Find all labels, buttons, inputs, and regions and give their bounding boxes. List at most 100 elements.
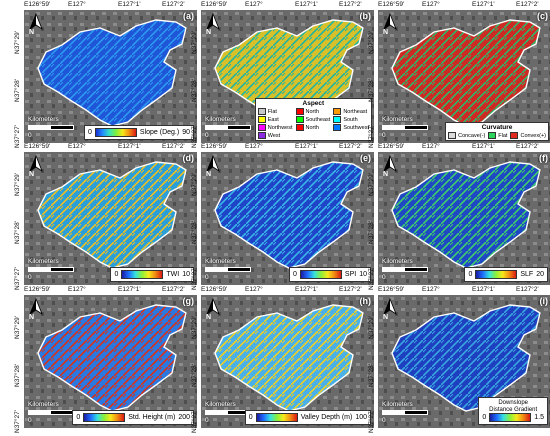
legend-title: Curvature [481, 124, 513, 131]
scale-unit: Kilometers [382, 401, 413, 408]
north-arrow-icon: N [204, 297, 222, 321]
colorbar-legend: 0 SPI 10 [289, 267, 371, 282]
colorbar-max: 200 [178, 414, 190, 421]
panel-label: (i) [539, 296, 549, 306]
study-area [37, 161, 187, 269]
legend-item: Concave(-) [448, 132, 485, 139]
latitude-label: N37°29' [191, 316, 198, 339]
legend-label: Convex(+) [520, 132, 546, 139]
legend-swatch [333, 116, 342, 123]
longitude-label: E127°2' [162, 286, 185, 293]
scale-zero: 0 [28, 417, 32, 424]
scale-unit: Kilometers [28, 258, 59, 265]
scale-unit: Kilometers [205, 258, 236, 265]
legend-swatch [488, 132, 497, 139]
scale-bar: Kilometers 0 [382, 401, 432, 424]
longitude-label: E127°2' [516, 286, 539, 293]
legend-item: Flat [488, 132, 507, 139]
legend-item: Northeast [333, 108, 369, 115]
colorbar-gradient [299, 270, 342, 279]
svg-text:N: N [383, 29, 388, 35]
legend-label: Northeast [343, 108, 368, 115]
longitude-label: E127°1' [295, 286, 318, 293]
legend-label: Flat [498, 132, 508, 139]
satellite-basemap [201, 295, 374, 428]
scale-bar: Kilometers 0 [205, 258, 255, 281]
study-area [214, 161, 364, 269]
longitude-label: E127° [422, 286, 440, 293]
svg-text:N: N [206, 29, 211, 35]
map-panel-b: N (b) Kilometers 0 Aspect Flat North Northeast E… [201, 10, 374, 143]
scale-zero: 0 [205, 274, 209, 281]
colorbar-max: 90 [182, 129, 190, 136]
scale-bar-graphic [382, 125, 428, 130]
colorbar-max: 10 [359, 271, 367, 278]
scale-bar-graphic [28, 410, 74, 415]
satellite-basemap [24, 10, 197, 143]
study-area [391, 19, 541, 127]
colorbar-title: Slope (Deg.) [139, 129, 180, 136]
longitude-label: E127° [245, 143, 263, 150]
longitude-label: E127°2' [162, 1, 185, 8]
longitude-label: E126°59' [24, 286, 51, 293]
scale-unit: Kilometers [382, 258, 413, 265]
colorbar-min: 0 [88, 129, 92, 136]
latitude-label: N37°29' [14, 173, 21, 196]
colorbar-max: 1.5 [534, 414, 544, 421]
scale-zero: 0 [205, 132, 209, 139]
colorbar-legend: 0 Std. Height (m) 200 [72, 410, 194, 425]
svg-text:N: N [29, 171, 34, 177]
colorbar-max: 10 [182, 271, 190, 278]
latitude-label: N37°28' [368, 79, 375, 102]
longitude-label: E127° [245, 286, 263, 293]
legend-swatch [295, 108, 304, 115]
legend-swatch [448, 132, 457, 139]
latitude-label: N37°27' [191, 410, 198, 433]
svg-text:N: N [29, 29, 34, 35]
satellite-basemap [201, 10, 374, 143]
latitude-label: N37°27' [368, 125, 375, 148]
latitude-label: N37°28' [191, 221, 198, 244]
longitude-label: E127°2' [516, 143, 539, 150]
scale-bar-graphic [28, 267, 74, 272]
legend-item: Flat [257, 108, 293, 115]
scale-bar-graphic [382, 410, 428, 415]
north-arrow-icon: N [381, 154, 399, 178]
map-panel-d: N (d) Kilometers 0 0 TWI 10 [24, 152, 197, 285]
longitude-label: E126°59' [201, 286, 228, 293]
latitude-label: N37°27' [368, 410, 375, 433]
satellite-basemap [24, 152, 197, 285]
colorbar-title: Valley Depth (m) [300, 414, 353, 421]
scale-bar-graphic [28, 125, 74, 130]
panel-label: (b) [359, 11, 372, 21]
panel-label: (c) [537, 11, 548, 21]
aspect-legend: Aspect Flat North Northeast East Southeast Sou… [254, 98, 372, 141]
legend-item: North [295, 124, 331, 131]
longitude-label: E127°2' [339, 286, 362, 293]
colorbar-legend: 0 Slope (Deg.) 90 [84, 125, 194, 140]
scale-zero: 0 [205, 417, 209, 424]
satellite-basemap [201, 152, 374, 285]
north-arrow-icon: N [27, 12, 45, 36]
map-panel-e: N (e) Kilometers 0 0 SPI 10 [201, 152, 374, 285]
colorbar-min: 0 [482, 414, 487, 421]
colorbar-gradient [475, 270, 518, 279]
north-arrow-icon: N [27, 297, 45, 321]
latitude-label: N37°29' [368, 173, 375, 196]
longitude-label: E127° [68, 1, 86, 8]
scale-bar-graphic [382, 267, 428, 272]
north-arrow-icon: N [381, 297, 399, 321]
longitude-label: E127°2' [516, 1, 539, 8]
colorbar-title: TWI [166, 271, 180, 278]
latitude-label: N37°28' [191, 79, 198, 102]
colorbar-title: Std. Height (m) [128, 414, 176, 421]
latitude-label: N37°27' [14, 410, 21, 433]
colorbar-title-line: Downslope [498, 400, 529, 406]
legend-swatch [257, 132, 266, 139]
legend-item: East [257, 116, 293, 123]
map-panel-h: N (h) Kilometers 0 0 Valley Depth (m) 100 [201, 295, 374, 428]
scale-zero: 0 [382, 417, 386, 424]
longitude-label: E127° [422, 1, 440, 8]
longitude-label: E127°1' [472, 1, 495, 8]
legend-item: West [257, 132, 293, 139]
